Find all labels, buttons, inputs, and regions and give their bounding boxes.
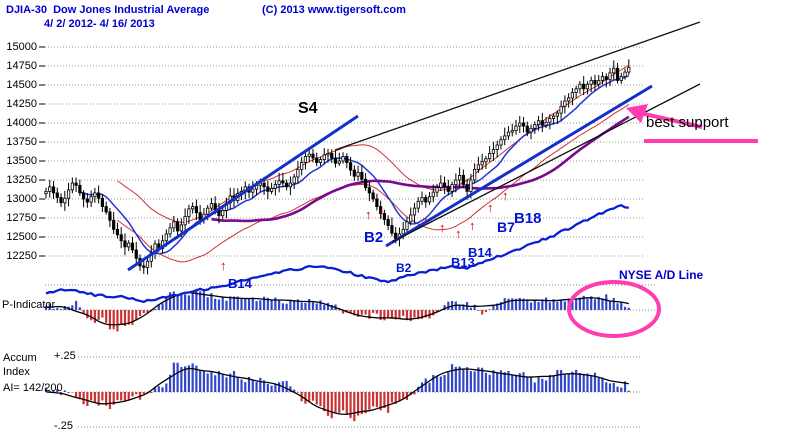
- y-axis-label: 14500: [6, 79, 37, 91]
- y-axis-label: 13000: [6, 193, 37, 205]
- buy-signal-label: B7: [497, 219, 515, 235]
- red-up-arrow-icon: ↑: [455, 226, 462, 241]
- p-indicator-label: P-Indicator: [2, 299, 56, 311]
- date-range: 4/ 2/ 2012- 4/ 16/ 2013: [44, 18, 155, 30]
- red-up-arrow-icon: ↑: [469, 218, 476, 233]
- buy-signal-label: B2: [364, 229, 384, 246]
- y-axis-label: 13250: [6, 174, 37, 186]
- buy-signal-label: B14: [228, 276, 252, 291]
- y-axis-label: 12250: [6, 250, 37, 262]
- y-axis-label: 14250: [6, 98, 37, 110]
- index-label: Index: [3, 366, 30, 378]
- y-axis-label: 14750: [6, 60, 37, 72]
- nyse-ad-line-label: NYSE A/D Line: [619, 268, 704, 282]
- red-up-arrow-icon: ↑: [365, 207, 372, 222]
- buy-signal-label: B14: [468, 245, 492, 260]
- y-axis-label: 14000: [6, 117, 37, 129]
- buy-signal-label: B18: [514, 210, 542, 227]
- y-axis-label: 13500: [6, 155, 37, 167]
- red-up-arrow-icon: ↑: [378, 205, 385, 220]
- y-axis-label: 15000: [6, 41, 37, 53]
- red-up-arrow-icon: ↑: [422, 213, 429, 228]
- y-axis-label: 12750: [6, 212, 37, 224]
- ai-ratio-label: AI= 142/200: [3, 382, 63, 394]
- y-axis-label: 13750: [6, 136, 37, 148]
- red-up-arrow-icon: ↑: [220, 258, 227, 273]
- s4-annotation: S4: [298, 100, 318, 117]
- chart-title: DJIA-30 Dow Jones Industrial Average: [6, 4, 210, 16]
- y-axis-label: 12500: [6, 231, 37, 243]
- best-support-annotation: best support: [646, 114, 729, 131]
- red-up-arrow-icon: ↑: [502, 188, 509, 203]
- minus25-label: -.25: [54, 420, 73, 432]
- plus25-label: +.25: [54, 350, 76, 362]
- buy-signal-label: B13: [451, 255, 475, 270]
- red-up-arrow-icon: ↑: [487, 200, 494, 215]
- accum-label: Accum: [3, 352, 37, 364]
- buy-signal-label: B2: [396, 261, 412, 275]
- red-up-arrow-icon: ↑: [439, 220, 446, 235]
- copyright: (C) 2013 www.tigersoft.com: [262, 4, 406, 16]
